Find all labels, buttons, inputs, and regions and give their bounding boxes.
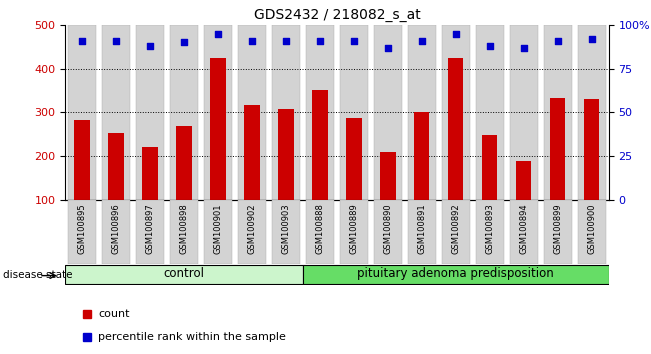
Text: GSM100897: GSM100897 <box>146 203 154 254</box>
Point <box>247 38 257 44</box>
Bar <box>74 120 90 244</box>
Title: GDS2432 / 218082_s_at: GDS2432 / 218082_s_at <box>253 8 421 22</box>
FancyBboxPatch shape <box>306 200 334 264</box>
Bar <box>346 118 361 244</box>
FancyBboxPatch shape <box>238 200 266 264</box>
Text: GSM100892: GSM100892 <box>451 203 460 254</box>
Bar <box>204 25 232 200</box>
Text: GSM100894: GSM100894 <box>519 203 528 254</box>
FancyBboxPatch shape <box>65 265 303 284</box>
Text: GSM100901: GSM100901 <box>214 203 223 254</box>
FancyBboxPatch shape <box>303 265 609 284</box>
Text: GSM100893: GSM100893 <box>485 203 494 254</box>
Bar <box>516 161 531 244</box>
Bar <box>170 25 198 200</box>
Bar <box>238 25 266 200</box>
Bar <box>584 99 600 244</box>
FancyBboxPatch shape <box>578 200 605 264</box>
FancyBboxPatch shape <box>408 200 436 264</box>
FancyBboxPatch shape <box>510 200 538 264</box>
FancyBboxPatch shape <box>272 200 300 264</box>
Text: GSM100896: GSM100896 <box>111 203 120 254</box>
Bar <box>414 113 430 244</box>
Text: GSM100888: GSM100888 <box>315 203 324 254</box>
Bar <box>109 133 124 244</box>
Point <box>519 45 529 50</box>
Bar <box>143 147 158 244</box>
Point <box>213 31 223 36</box>
Bar <box>476 25 504 200</box>
FancyBboxPatch shape <box>340 200 368 264</box>
Text: GSM100899: GSM100899 <box>553 203 562 254</box>
Bar <box>306 25 334 200</box>
FancyBboxPatch shape <box>68 200 96 264</box>
Text: control: control <box>163 267 204 280</box>
Bar <box>272 25 300 200</box>
Bar <box>544 25 572 200</box>
Point <box>587 36 597 42</box>
Bar <box>408 25 436 200</box>
FancyBboxPatch shape <box>544 200 572 264</box>
Point <box>450 31 461 36</box>
Bar <box>278 109 294 244</box>
Point <box>383 45 393 50</box>
Text: pituitary adenoma predisposition: pituitary adenoma predisposition <box>357 267 554 280</box>
Text: GSM100890: GSM100890 <box>383 203 393 254</box>
Point <box>111 38 121 44</box>
Bar <box>448 58 464 244</box>
Bar <box>176 126 191 244</box>
FancyBboxPatch shape <box>476 200 504 264</box>
Text: GSM100891: GSM100891 <box>417 203 426 254</box>
Text: count: count <box>98 309 130 319</box>
Text: GSM100903: GSM100903 <box>281 203 290 254</box>
Point <box>281 38 291 44</box>
Bar <box>442 25 470 200</box>
Bar <box>210 58 226 244</box>
Point <box>77 38 87 44</box>
Text: disease state: disease state <box>3 270 73 280</box>
Point <box>553 38 563 44</box>
Bar <box>340 25 368 200</box>
Point <box>484 43 495 48</box>
Point <box>417 38 427 44</box>
Bar <box>380 152 396 244</box>
Text: GSM100902: GSM100902 <box>247 203 256 254</box>
Text: GSM100889: GSM100889 <box>350 203 359 254</box>
Point <box>349 38 359 44</box>
Text: GSM100895: GSM100895 <box>77 203 87 254</box>
FancyBboxPatch shape <box>442 200 470 264</box>
Bar <box>510 25 538 200</box>
Bar <box>482 135 497 244</box>
Bar <box>68 25 96 200</box>
FancyBboxPatch shape <box>102 200 130 264</box>
FancyBboxPatch shape <box>204 200 232 264</box>
Point <box>179 40 189 45</box>
Bar <box>578 25 605 200</box>
Bar <box>312 91 327 244</box>
Bar <box>550 98 565 244</box>
Bar <box>374 25 402 200</box>
FancyBboxPatch shape <box>136 200 164 264</box>
Bar <box>136 25 164 200</box>
FancyBboxPatch shape <box>170 200 198 264</box>
FancyBboxPatch shape <box>374 200 402 264</box>
Text: GSM100898: GSM100898 <box>180 203 189 254</box>
Bar <box>102 25 130 200</box>
Text: GSM100900: GSM100900 <box>587 203 596 254</box>
Point <box>145 43 155 48</box>
Point <box>314 38 325 44</box>
Bar <box>244 104 260 244</box>
Text: percentile rank within the sample: percentile rank within the sample <box>98 332 286 342</box>
